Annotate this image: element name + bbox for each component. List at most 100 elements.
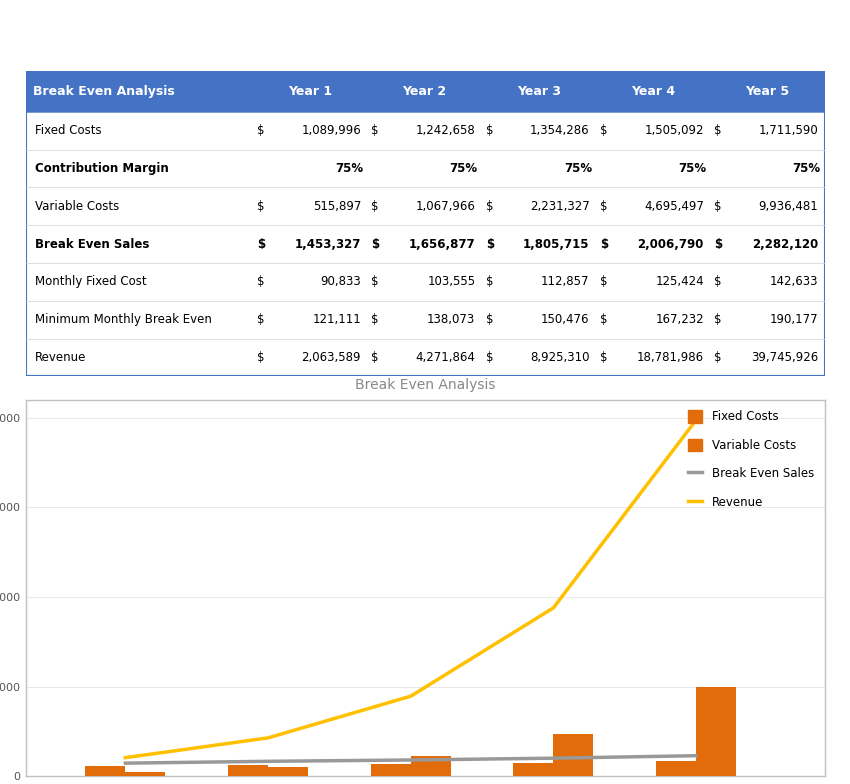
Revenue (691, 416, 701, 425)
Revenue (405, 691, 416, 701)
Text: 1,656,877: 1,656,877 (409, 238, 475, 251)
Text: 1,354,286: 1,354,286 (530, 124, 590, 137)
Text: 2,006,790: 2,006,790 (638, 238, 704, 251)
Text: $: $ (258, 238, 265, 251)
Bar (126, 771, 165, 776)
Text: $: $ (258, 313, 264, 326)
Bar (85, 767, 125, 776)
Text: $: $ (485, 238, 494, 251)
FancyBboxPatch shape (26, 71, 824, 376)
Text: $: $ (371, 275, 379, 289)
Title: Break Even Analysis: Break Even Analysis (354, 378, 496, 392)
Text: $: $ (485, 275, 493, 289)
Text: 75%: 75% (564, 162, 592, 175)
Break Even Sales (405, 755, 416, 764)
Text: $: $ (371, 124, 379, 137)
Text: $: $ (258, 275, 264, 289)
Text: 75%: 75% (450, 162, 478, 175)
Bar (411, 756, 451, 776)
Break Even Sales (121, 758, 131, 768)
Text: Break Even Analysis: Break Even Analysis (33, 85, 175, 98)
Text: 1,505,092: 1,505,092 (644, 124, 704, 137)
Text: Minimum Monthly Break Even: Minimum Monthly Break Even (35, 313, 212, 326)
Bar (553, 734, 593, 776)
Text: $: $ (371, 313, 379, 326)
Bar (371, 764, 411, 776)
Text: 75%: 75% (792, 162, 820, 175)
Text: 2,231,327: 2,231,327 (530, 200, 590, 212)
Break Even Sales (548, 753, 558, 763)
Text: 190,177: 190,177 (769, 313, 818, 326)
Text: 515,897: 515,897 (313, 200, 361, 212)
Text: 4,271,864: 4,271,864 (416, 351, 475, 364)
Text: 121,111: 121,111 (312, 313, 361, 326)
Revenue (263, 733, 273, 742)
Text: $: $ (371, 351, 379, 364)
Line: Revenue: Revenue (126, 420, 696, 757)
Text: Year 2: Year 2 (403, 85, 446, 98)
Text: 18,781,986: 18,781,986 (637, 351, 704, 364)
Text: $: $ (600, 351, 608, 364)
Bar (656, 760, 696, 776)
Text: $: $ (485, 313, 493, 326)
Text: 90,833: 90,833 (320, 275, 361, 289)
Text: 8,925,310: 8,925,310 (530, 351, 590, 364)
Text: 2,063,589: 2,063,589 (302, 351, 361, 364)
Text: $: $ (258, 351, 264, 364)
Text: Year 1: Year 1 (288, 85, 332, 98)
Text: Break Even Analysis: Break Even Analysis (267, 16, 583, 43)
Text: $: $ (714, 238, 722, 251)
Text: 138,073: 138,073 (427, 313, 475, 326)
Text: 1,067,966: 1,067,966 (416, 200, 475, 212)
Text: 39,745,926: 39,745,926 (751, 351, 818, 364)
Text: 103,555: 103,555 (428, 275, 475, 289)
Text: Fixed Costs: Fixed Costs (35, 124, 102, 137)
Text: 2,282,120: 2,282,120 (752, 238, 818, 251)
Break Even Sales (263, 757, 273, 766)
Text: $: $ (600, 275, 608, 289)
Text: Monthly Fixed Cost: Monthly Fixed Cost (35, 275, 147, 289)
Text: 75%: 75% (336, 162, 364, 175)
Text: 1,711,590: 1,711,590 (758, 124, 818, 137)
Revenue (548, 603, 558, 612)
Text: 112,857: 112,857 (541, 275, 590, 289)
Text: 167,232: 167,232 (655, 313, 704, 326)
Text: $: $ (600, 200, 608, 212)
Bar (228, 765, 268, 776)
Text: $: $ (714, 124, 722, 137)
Text: Revenue: Revenue (35, 351, 87, 364)
Break Even Sales (691, 751, 701, 760)
Text: 1,242,658: 1,242,658 (416, 124, 475, 137)
Text: 125,424: 125,424 (655, 275, 704, 289)
Text: 1,805,715: 1,805,715 (523, 238, 590, 251)
Bar (268, 767, 308, 776)
Text: Year 4: Year 4 (631, 85, 675, 98)
Bar (513, 763, 553, 776)
Text: $: $ (714, 275, 722, 289)
Line: Break Even Sales: Break Even Sales (126, 756, 696, 763)
Text: $: $ (371, 238, 380, 251)
Text: $: $ (600, 238, 608, 251)
Text: 142,633: 142,633 (769, 275, 818, 289)
Text: $: $ (258, 124, 264, 137)
Text: Break Even Sales: Break Even Sales (35, 238, 150, 251)
Text: 75%: 75% (678, 162, 706, 175)
Text: $: $ (485, 351, 493, 364)
FancyBboxPatch shape (26, 71, 824, 112)
Text: 9,936,481: 9,936,481 (758, 200, 818, 212)
Text: $: $ (485, 124, 493, 137)
Text: Year 3: Year 3 (517, 85, 561, 98)
Text: Variable Costs: Variable Costs (35, 200, 119, 212)
Text: $: $ (485, 200, 493, 212)
Bar (696, 687, 736, 776)
Text: $: $ (714, 200, 722, 212)
Text: $: $ (600, 124, 608, 137)
Text: $: $ (714, 313, 722, 326)
Legend: Fixed Costs, Variable Costs, Break Even Sales, Revenue: Fixed Costs, Variable Costs, Break Even … (683, 406, 819, 514)
Text: Contribution Margin: Contribution Margin (35, 162, 169, 175)
Revenue (121, 753, 131, 762)
Text: 150,476: 150,476 (541, 313, 590, 326)
Text: Year 5: Year 5 (745, 85, 790, 98)
Text: $: $ (600, 313, 608, 326)
Text: 4,695,497: 4,695,497 (644, 200, 704, 212)
